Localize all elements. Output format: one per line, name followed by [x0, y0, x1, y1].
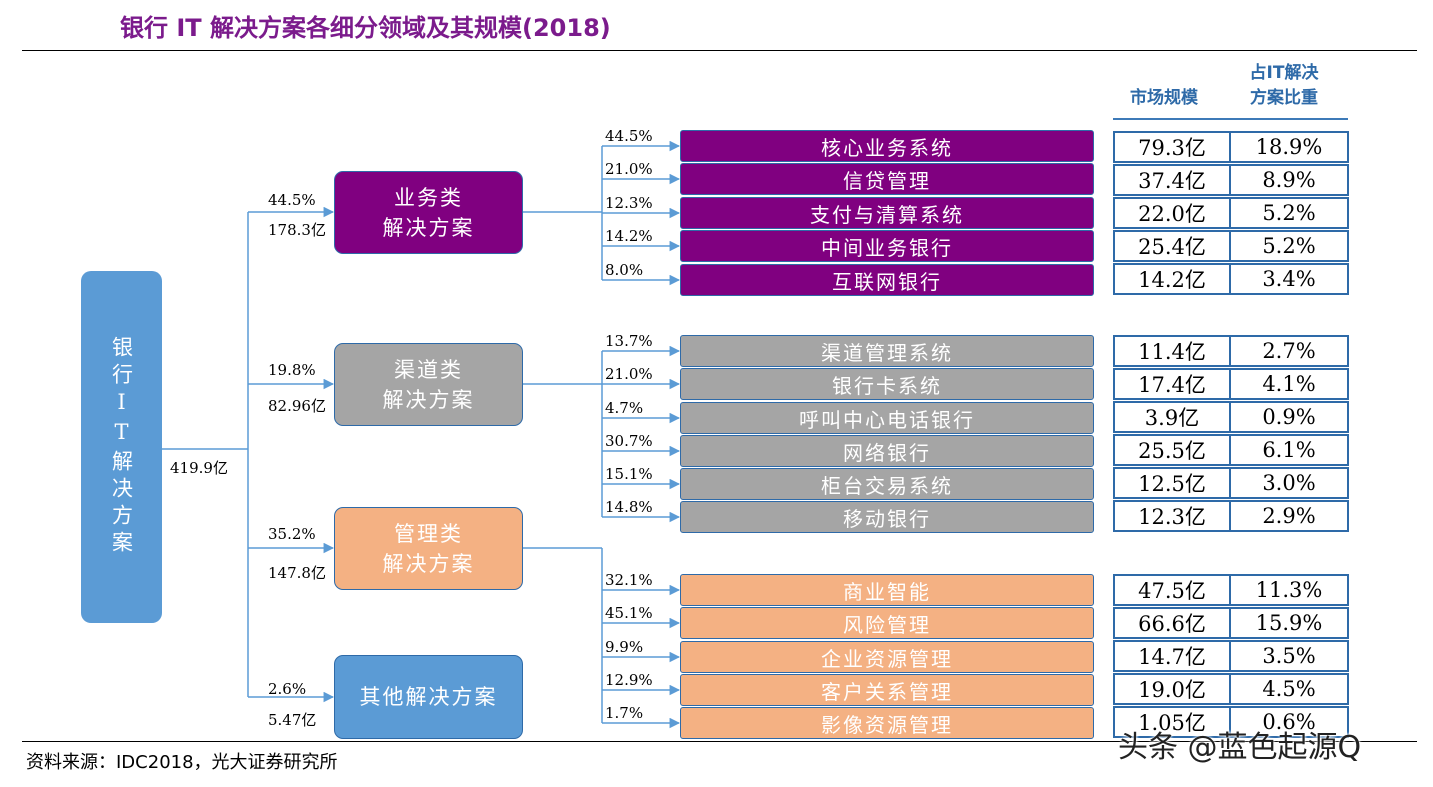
- leaf-pct: 30.7%: [605, 432, 653, 450]
- category-channel-amount: 82.96亿: [268, 397, 326, 415]
- share-cell: 6.1%: [1229, 434, 1349, 466]
- bottom-rule: [22, 741, 1417, 742]
- leaf-pct: 44.5%: [605, 127, 653, 145]
- leaf-management-0: 商业智能: [680, 574, 1094, 606]
- market-size-cell: 37.4亿: [1113, 164, 1231, 196]
- root-label: 银行IT解决方案: [109, 336, 134, 558]
- leaf-pct: 14.8%: [605, 498, 653, 516]
- leaf-channel-4: 柜台交易系统: [680, 468, 1094, 500]
- leaf-business-1: 信贷管理: [680, 163, 1094, 195]
- share-cell: 5.2%: [1229, 197, 1349, 229]
- category-channel-pct: 19.8%: [268, 361, 316, 379]
- share-cell: 3.0%: [1229, 467, 1349, 499]
- category-management-pct: 35.2%: [268, 525, 316, 543]
- market-size-cell: 1.05亿: [1113, 706, 1231, 738]
- leaf-pct: 13.7%: [605, 332, 653, 350]
- leaf-pct: 1.7%: [605, 704, 644, 722]
- market-size-cell: 25.5亿: [1113, 434, 1231, 466]
- category-business-pct: 44.5%: [268, 191, 316, 209]
- category-other-pct: 2.6%: [268, 680, 307, 698]
- category-management: 管理类 解决方案: [334, 507, 523, 590]
- market-size-cell: 12.3亿: [1113, 500, 1231, 532]
- leaf-pct: 45.1%: [605, 604, 653, 622]
- leaf-channel-5: 移动银行: [680, 501, 1094, 533]
- share-cell: 4.5%: [1229, 673, 1349, 705]
- share-cell: 2.7%: [1229, 335, 1349, 367]
- market-size-cell: 17.4亿: [1113, 368, 1231, 400]
- header-share-line2: 方案比重: [1250, 88, 1318, 108]
- root-total: 419.9亿: [170, 459, 228, 477]
- category-channel: 渠道类 解决方案: [334, 343, 523, 426]
- share-cell: 15.9%: [1229, 607, 1349, 639]
- leaf-channel-3: 网络银行: [680, 435, 1094, 467]
- leaf-business-0: 核心业务系统: [680, 130, 1094, 162]
- market-size-cell: 14.2亿: [1113, 263, 1231, 295]
- watermark: 头条 @蓝色起源Q: [1118, 730, 1362, 765]
- market-size-cell: 19.0亿: [1113, 673, 1231, 705]
- market-size-cell: 3.9亿: [1113, 401, 1231, 433]
- leaf-channel-2: 呼叫中心电话银行: [680, 402, 1094, 434]
- market-size-cell: 11.4亿: [1113, 335, 1231, 367]
- leaf-management-4: 影像资源管理: [680, 707, 1094, 739]
- leaf-channel-1: 银行卡系统: [680, 368, 1094, 400]
- share-cell: 2.9%: [1229, 500, 1349, 532]
- share-cell: 3.4%: [1229, 263, 1349, 295]
- share-cell: 0.6%: [1229, 706, 1349, 738]
- leaf-pct: 9.9%: [605, 638, 644, 656]
- header-underline: [1113, 118, 1348, 120]
- share-cell: 3.5%: [1229, 640, 1349, 672]
- leaf-management-1: 风险管理: [680, 607, 1094, 639]
- leaf-pct: 14.2%: [605, 227, 653, 245]
- leaf-business-4: 互联网银行: [680, 264, 1094, 296]
- top-rule: [22, 50, 1417, 51]
- page-title: 银行 IT 解决方案各细分领域及其规模(2018): [120, 14, 611, 42]
- market-size-cell: 14.7亿: [1113, 640, 1231, 672]
- leaf-pct: 32.1%: [605, 571, 653, 589]
- share-cell: 11.3%: [1229, 574, 1349, 606]
- market-size-cell: 25.4亿: [1113, 230, 1231, 262]
- leaf-channel-0: 渠道管理系统: [680, 335, 1094, 367]
- market-size-cell: 66.6亿: [1113, 607, 1231, 639]
- market-size-cell: 12.5亿: [1113, 467, 1231, 499]
- share-cell: 4.1%: [1229, 368, 1349, 400]
- market-size-cell: 47.5亿: [1113, 574, 1231, 606]
- leaf-pct: 15.1%: [605, 465, 653, 483]
- root-node: 银行IT解决方案: [81, 271, 162, 623]
- category-other-amount: 5.47亿: [268, 711, 317, 729]
- source-note: 资料来源：IDC2018，光大证券研究所: [26, 752, 338, 773]
- share-cell: 8.9%: [1229, 164, 1349, 196]
- header-market-size: 市场规模: [1130, 88, 1198, 108]
- leaf-management-3: 客户关系管理: [680, 674, 1094, 706]
- leaf-pct: 21.0%: [605, 365, 653, 383]
- share-cell: 18.9%: [1229, 131, 1349, 163]
- category-other: 其他解决方案: [334, 655, 523, 739]
- share-cell: 0.9%: [1229, 401, 1349, 433]
- market-size-cell: 79.3亿: [1113, 131, 1231, 163]
- share-cell: 5.2%: [1229, 230, 1349, 262]
- leaf-business-3: 中间业务银行: [680, 230, 1094, 262]
- leaf-pct: 21.0%: [605, 160, 653, 178]
- leaf-pct: 12.9%: [605, 671, 653, 689]
- category-business-amount: 178.3亿: [268, 221, 326, 239]
- market-size-cell: 22.0亿: [1113, 197, 1231, 229]
- leaf-pct: 4.7%: [605, 399, 644, 417]
- leaf-management-2: 企业资源管理: [680, 641, 1094, 673]
- leaf-business-2: 支付与清算系统: [680, 197, 1094, 229]
- category-management-amount: 147.8亿: [268, 564, 326, 582]
- header-share-line1: 占IT解决: [1249, 63, 1319, 83]
- leaf-pct: 8.0%: [605, 261, 644, 279]
- category-business: 业务类 解决方案: [334, 171, 523, 254]
- leaf-pct: 12.3%: [605, 194, 653, 212]
